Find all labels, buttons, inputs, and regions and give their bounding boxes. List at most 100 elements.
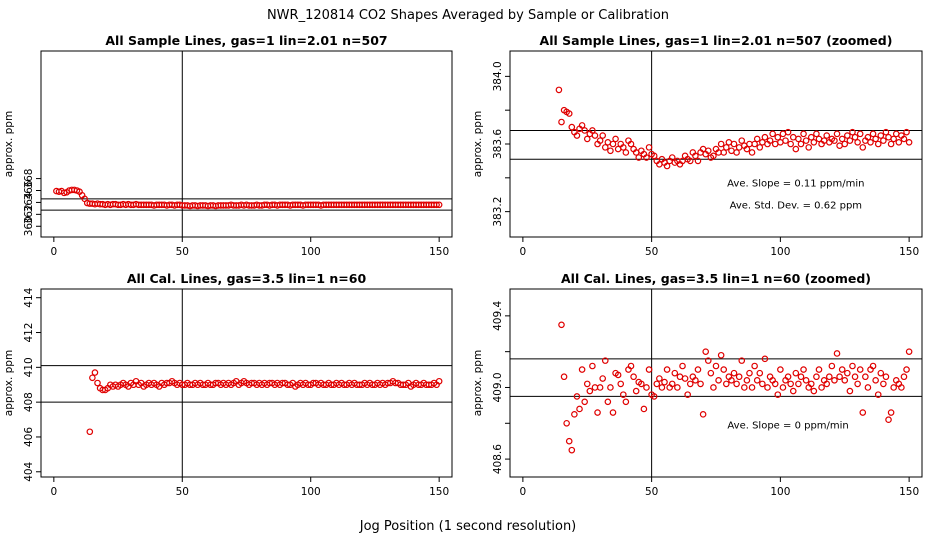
data-point bbox=[599, 375, 607, 382]
y-tick-label: 383.6 bbox=[492, 129, 504, 159]
data-point bbox=[831, 377, 838, 384]
data-point bbox=[596, 137, 604, 144]
data-point bbox=[560, 373, 568, 381]
data-point bbox=[645, 144, 653, 151]
data-point bbox=[849, 362, 856, 370]
data-point bbox=[733, 380, 740, 388]
data-point bbox=[717, 140, 725, 148]
data-point bbox=[802, 137, 810, 144]
data-point bbox=[609, 140, 617, 148]
data-point bbox=[795, 380, 802, 388]
data-point bbox=[872, 135, 879, 143]
data-point bbox=[578, 122, 586, 129]
data-point bbox=[586, 387, 594, 395]
data-point bbox=[555, 86, 563, 94]
x-tick-label: 50 bbox=[176, 486, 189, 498]
data-point bbox=[635, 154, 643, 161]
data-point bbox=[622, 149, 630, 156]
data-point bbox=[792, 145, 800, 153]
data-point bbox=[573, 393, 581, 400]
data-point bbox=[833, 130, 841, 138]
y-tick-label: 360 bbox=[23, 216, 35, 236]
data-point bbox=[712, 362, 720, 370]
data-point bbox=[591, 132, 599, 139]
data-point bbox=[599, 132, 607, 139]
data-point bbox=[565, 110, 573, 117]
data-point bbox=[859, 144, 867, 151]
data-point bbox=[658, 384, 666, 391]
data-point bbox=[656, 375, 663, 382]
data-point bbox=[890, 135, 897, 143]
data-point bbox=[632, 387, 640, 395]
plot-frame bbox=[40, 288, 453, 478]
data-point bbox=[702, 348, 710, 355]
y-axis-label: approx. ppm bbox=[472, 111, 484, 177]
y-tick-label: 408 bbox=[23, 392, 35, 412]
data-point bbox=[627, 140, 635, 148]
figure-title: NWR_120814 CO2 Shapes Averaged by Sample… bbox=[267, 8, 669, 23]
y-axis-label: approx. ppm bbox=[472, 350, 484, 416]
data-point bbox=[728, 377, 735, 384]
data-point bbox=[686, 157, 694, 165]
x-tick-label: 0 bbox=[51, 246, 58, 258]
data-point bbox=[856, 130, 864, 138]
y-tick-label: 412 bbox=[23, 322, 35, 342]
data-point bbox=[800, 366, 807, 373]
x-tick-label: 150 bbox=[899, 246, 919, 258]
data-point bbox=[823, 380, 831, 388]
data-point bbox=[694, 157, 702, 165]
data-point bbox=[802, 377, 810, 384]
y-tick-label: 362 bbox=[23, 204, 35, 224]
data-point bbox=[836, 373, 843, 381]
data-point bbox=[674, 384, 681, 391]
data-point bbox=[880, 137, 887, 144]
data-point bbox=[697, 380, 704, 388]
data-point bbox=[905, 348, 913, 355]
data-point bbox=[720, 366, 728, 373]
data-point bbox=[833, 350, 841, 357]
data-point bbox=[738, 357, 746, 364]
data-point bbox=[838, 135, 846, 143]
data-point bbox=[722, 380, 730, 388]
data-point bbox=[771, 380, 779, 388]
data-point bbox=[627, 362, 635, 370]
data-point bbox=[815, 366, 823, 373]
y-tick-label: 414 bbox=[23, 287, 35, 307]
panel-title: All Cal. Lines, gas=3.5 lin=1 n=60 bbox=[127, 271, 367, 286]
data-point bbox=[640, 405, 648, 413]
data-point bbox=[787, 380, 794, 388]
data-point bbox=[869, 130, 877, 138]
data-point bbox=[887, 409, 895, 416]
data-point bbox=[838, 366, 846, 373]
data-point bbox=[841, 377, 849, 384]
data-point bbox=[867, 139, 874, 146]
data-point bbox=[874, 140, 882, 148]
panel-title: All Sample Lines, gas=1 lin=2.01 n=507 (… bbox=[540, 33, 893, 48]
data-point bbox=[686, 380, 694, 388]
data-point bbox=[650, 393, 658, 400]
panel-2: All Sample Lines, gas=1 lin=2.01 n=507 (… bbox=[472, 33, 923, 258]
x-tick-label: 50 bbox=[645, 246, 658, 258]
data-point bbox=[94, 379, 101, 387]
data-point bbox=[831, 137, 838, 144]
data-point bbox=[720, 149, 728, 156]
x-axis-label: Jog Position (1 second resolution) bbox=[359, 519, 577, 534]
data-point bbox=[715, 377, 722, 384]
data-point bbox=[895, 139, 903, 146]
data-point bbox=[89, 374, 96, 382]
y-tick-label: 409.0 bbox=[492, 372, 504, 402]
data-point bbox=[846, 387, 854, 395]
data-point bbox=[681, 375, 689, 382]
data-point bbox=[759, 380, 766, 388]
data-point bbox=[761, 355, 769, 363]
data-point bbox=[777, 366, 784, 373]
data-point bbox=[841, 140, 849, 148]
data-point bbox=[568, 446, 576, 454]
data-point bbox=[882, 128, 890, 136]
data-point bbox=[859, 409, 867, 416]
data-point bbox=[710, 152, 717, 160]
plot-frame bbox=[40, 50, 453, 238]
data-point bbox=[576, 405, 583, 413]
x-tick-label: 100 bbox=[770, 486, 790, 498]
